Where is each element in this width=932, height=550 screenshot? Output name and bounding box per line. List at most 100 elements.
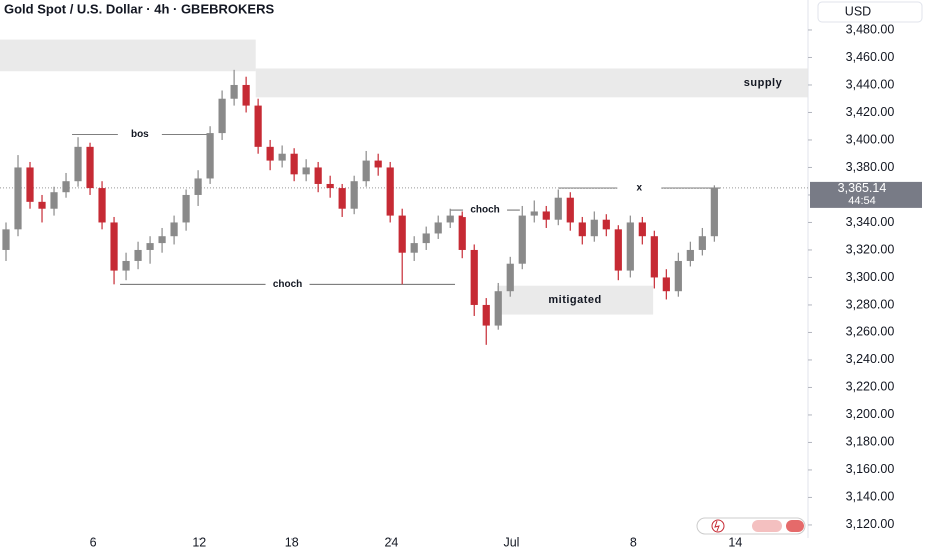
x-tick-label: 14 <box>728 535 742 549</box>
footer-icons <box>696 517 806 535</box>
candle-body <box>410 243 418 253</box>
zone-label: mitigated <box>548 294 601 306</box>
x-tick-label: 18 <box>285 535 299 549</box>
candle-body <box>506 263 514 292</box>
candle-body <box>482 304 490 326</box>
candle-body <box>206 133 214 179</box>
candle-body <box>314 167 322 184</box>
candle-body <box>434 222 442 234</box>
y-tick-label: 3,180.00 <box>846 435 895 449</box>
y-tick-label: 3,480.00 <box>846 22 895 36</box>
candle-body <box>194 178 202 195</box>
candle-body <box>74 146 82 182</box>
last-price-badge <box>810 181 922 208</box>
candle-body <box>146 243 154 250</box>
candle-body <box>158 236 166 244</box>
candle-body <box>134 249 142 261</box>
level-label: x <box>637 183 643 194</box>
candle-body <box>530 211 538 216</box>
candle-body <box>62 181 70 193</box>
candle-body <box>590 219 598 237</box>
y-tick-label: 3,240.00 <box>846 352 895 366</box>
candle-body <box>554 197 562 220</box>
candle-body <box>602 219 610 230</box>
candle-body <box>350 181 358 209</box>
candle-body <box>338 188 346 209</box>
candle-body <box>542 211 550 220</box>
x-tick-label: 24 <box>384 535 398 549</box>
y-tick-label: 3,400.00 <box>846 132 895 146</box>
candle-body <box>614 229 622 271</box>
x-tick-label: 8 <box>630 535 637 549</box>
y-tick-label: 3,320.00 <box>846 242 895 256</box>
candle-body <box>38 201 46 209</box>
candle-body <box>458 215 466 250</box>
candle-body <box>494 291 502 326</box>
y-tick-label: 3,280.00 <box>846 297 895 311</box>
chart-title: Gold Spot / U.S. Dollar · 4h · GBEBROKER… <box>4 1 274 16</box>
y-tick-label: 3,200.00 <box>846 407 895 421</box>
countdown: 44:54 <box>848 195 876 207</box>
x-tick-label: Jul <box>503 535 519 549</box>
candle-body <box>398 215 406 253</box>
candle-body <box>14 167 22 230</box>
candle-body <box>26 167 34 202</box>
x-tick-label: 12 <box>192 535 206 549</box>
candle-body <box>122 260 130 271</box>
y-tick-label: 3,380.00 <box>846 160 895 174</box>
candle-body <box>650 236 658 278</box>
y-tick-label: 3,220.00 <box>846 380 895 394</box>
y-tick-label: 3,160.00 <box>846 462 895 476</box>
candle-body <box>290 153 298 175</box>
candle-body <box>50 192 58 209</box>
candle-body <box>362 160 370 182</box>
level-label-bg <box>117 127 162 142</box>
candle-body <box>626 222 634 271</box>
candle-body <box>218 98 226 134</box>
candle-body <box>674 260 682 292</box>
candle-body <box>686 249 694 261</box>
y-tick-label: 3,420.00 <box>846 105 895 119</box>
candle-body <box>266 146 274 161</box>
candle-body <box>230 84 238 99</box>
candle-body <box>710 187 718 237</box>
candle-body <box>326 183 334 189</box>
candle-body <box>110 222 118 271</box>
zone <box>497 285 654 315</box>
candle-body <box>578 222 586 237</box>
candle-body <box>374 160 382 168</box>
level-label: choch <box>273 279 302 290</box>
candle-body <box>98 188 106 223</box>
title-bg <box>0 0 560 20</box>
level-label: choch <box>470 205 499 216</box>
candle-body <box>182 194 190 223</box>
zone <box>0 39 256 72</box>
candle-body <box>2 229 10 250</box>
level-label-bg <box>265 277 310 292</box>
zone-label: supply <box>744 77 783 89</box>
y-tick-label: 3,440.00 <box>846 77 895 91</box>
level-label-bg <box>617 181 662 196</box>
candle-body <box>470 249 478 305</box>
last-price-label: 3,365.14 <box>838 181 887 195</box>
y-tick-label: 3,340.00 <box>846 215 895 229</box>
candle-body <box>698 236 706 250</box>
candle-body <box>638 222 646 237</box>
candle-body <box>518 215 526 264</box>
candle-body <box>86 146 94 189</box>
y-tick-label: 3,460.00 <box>846 50 895 64</box>
zone <box>255 68 809 98</box>
level-label: bos <box>131 129 149 140</box>
candle-body <box>170 222 178 237</box>
currency-button[interactable] <box>817 1 923 23</box>
candle-body <box>254 105 262 147</box>
candle-body <box>302 167 310 175</box>
level-label-bg <box>463 203 508 218</box>
currency: USD <box>845 4 871 18</box>
x-tick-label: 6 <box>90 535 97 549</box>
candle-body <box>386 167 394 216</box>
candle-body <box>662 277 670 292</box>
y-tick-label: 3,260.00 <box>846 325 895 339</box>
candle-body <box>242 84 250 106</box>
